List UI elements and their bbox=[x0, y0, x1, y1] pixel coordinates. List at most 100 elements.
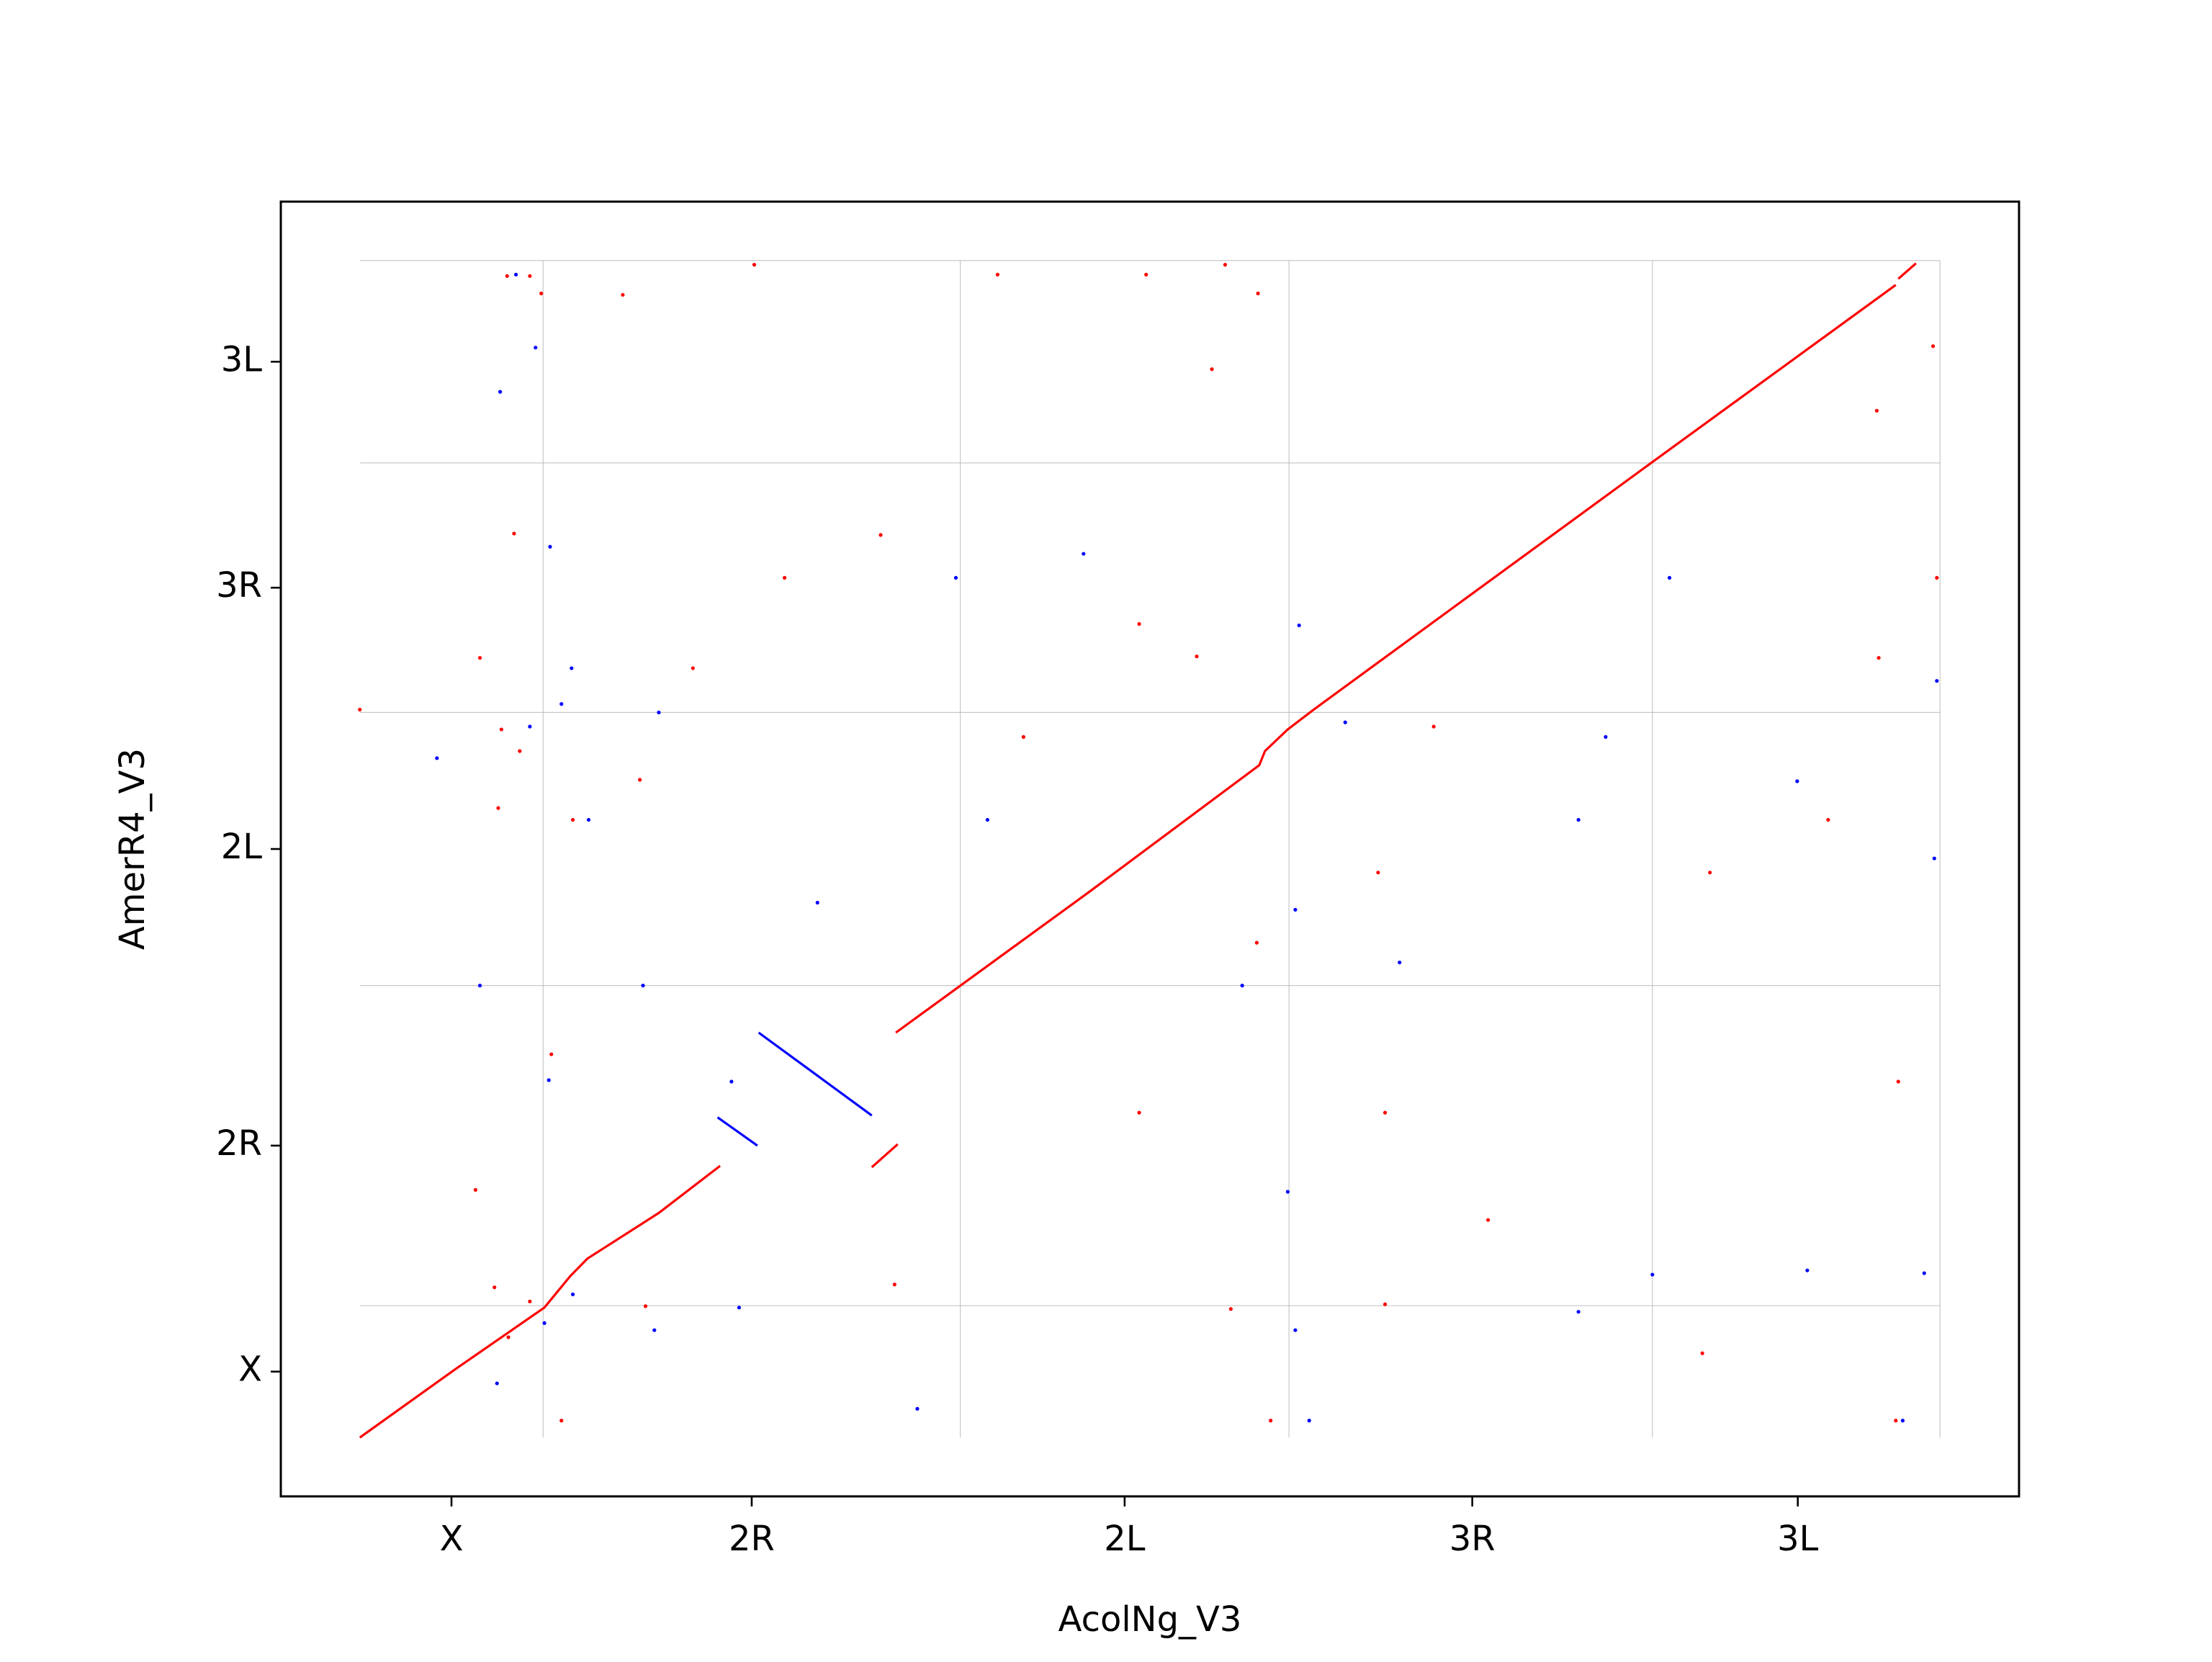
alignment-dot bbox=[1876, 655, 1881, 660]
alignment-dot bbox=[528, 724, 532, 729]
alignment-dot bbox=[1082, 552, 1086, 556]
alignment-dot bbox=[539, 291, 544, 296]
alignment-dot bbox=[1931, 344, 1936, 349]
alignment-dot bbox=[1269, 1419, 1273, 1423]
alignment-dot bbox=[1805, 1268, 1809, 1272]
alignment-dot bbox=[1896, 1079, 1900, 1084]
alignment-dot bbox=[652, 1328, 657, 1332]
alignment-dot bbox=[1935, 678, 1939, 683]
y-axis-label: AmerR4_V3 bbox=[112, 748, 153, 950]
alignment-dot bbox=[737, 1306, 742, 1310]
alignment-dot bbox=[559, 1419, 564, 1423]
alignment-dot bbox=[499, 727, 503, 732]
alignment-dot bbox=[1195, 654, 1199, 659]
alignment-dot bbox=[1604, 735, 1608, 739]
alignment-dot bbox=[493, 1285, 497, 1290]
alignment-dot bbox=[729, 1079, 734, 1084]
alignment-dot bbox=[1382, 1110, 1388, 1115]
alignment-dot bbox=[1210, 367, 1214, 372]
alignment-dot bbox=[1382, 1302, 1388, 1306]
alignment-dot bbox=[1795, 779, 1799, 783]
alignment-dot bbox=[815, 900, 819, 905]
alignment-dot bbox=[570, 817, 575, 822]
x-tick-label: 3L bbox=[1777, 1519, 1819, 1559]
alignment-dot bbox=[1935, 575, 1939, 580]
alignment-dot bbox=[477, 655, 482, 660]
alignment-dot bbox=[547, 1078, 551, 1082]
alignment-dot bbox=[495, 1381, 499, 1385]
alignment-dot bbox=[528, 1299, 532, 1303]
y-tick-label: 3R bbox=[216, 565, 262, 606]
alignment-line bbox=[359, 262, 1917, 1439]
x-axis-label: AcolNg_V3 bbox=[1058, 1599, 1242, 1640]
alignment-dot bbox=[638, 778, 642, 782]
alignment-line bbox=[716, 1031, 873, 1147]
alignment-dot bbox=[548, 544, 552, 549]
alignment-dot bbox=[1343, 720, 1347, 724]
alignment-dot bbox=[641, 984, 645, 988]
alignment-dot bbox=[1376, 871, 1380, 875]
alignment-dot bbox=[1223, 263, 1228, 267]
alignment-dot bbox=[505, 274, 509, 278]
alignment-dot bbox=[528, 274, 532, 278]
alignment-dot bbox=[1256, 291, 1260, 296]
alignment-dot bbox=[496, 806, 500, 810]
y-tick-label: X bbox=[238, 1349, 262, 1390]
alignment-dot bbox=[1137, 621, 1141, 626]
alignment-dot bbox=[1240, 984, 1244, 988]
alignment-dot bbox=[473, 1187, 477, 1192]
alignment-dot bbox=[1307, 1419, 1311, 1423]
alignment-dot bbox=[1667, 575, 1672, 580]
alignment-dot bbox=[915, 1406, 920, 1411]
alignment-dot bbox=[1297, 623, 1301, 628]
alignment-dot bbox=[1137, 1110, 1141, 1115]
alignment-dot bbox=[892, 1283, 896, 1287]
alignment-dot bbox=[534, 346, 538, 350]
alignment-dot bbox=[498, 390, 503, 394]
alignment-dot bbox=[435, 756, 439, 760]
alignment-dot bbox=[1932, 856, 1936, 861]
alignment-dot bbox=[1874, 408, 1879, 413]
x-tick-label: X bbox=[440, 1519, 464, 1559]
x-tick-label: 3R bbox=[1449, 1519, 1496, 1559]
alignment-dot bbox=[691, 666, 695, 670]
alignment-dot bbox=[1576, 1310, 1581, 1314]
alignment-dot bbox=[985, 817, 990, 822]
alignment-dot bbox=[542, 1321, 547, 1325]
alignment-dot bbox=[570, 1292, 575, 1297]
alignment-dot bbox=[570, 666, 574, 670]
x-tick-label: 2L bbox=[1104, 1519, 1146, 1559]
alignment-dot bbox=[512, 531, 516, 536]
alignment-dot bbox=[477, 984, 482, 988]
y-tick-label: 2R bbox=[216, 1123, 262, 1164]
alignment-dot bbox=[549, 1052, 554, 1056]
alignment-dot bbox=[1922, 1271, 1926, 1275]
alignment-dot bbox=[643, 1304, 648, 1308]
alignment-dot bbox=[1486, 1218, 1491, 1222]
alignment-dot bbox=[506, 1335, 511, 1339]
alignment-dot bbox=[1254, 940, 1259, 945]
alignment-dot bbox=[752, 263, 757, 267]
alignment-dot bbox=[1398, 960, 1402, 965]
alignment-dot bbox=[621, 292, 625, 297]
y-tick-label: 2L bbox=[221, 827, 263, 867]
alignment-dot bbox=[878, 533, 883, 537]
alignment-dot bbox=[358, 707, 362, 712]
alignment-dot bbox=[1431, 724, 1436, 729]
alignment-dot bbox=[513, 272, 518, 277]
alignment-dot bbox=[1900, 1419, 1905, 1423]
alignment-dot bbox=[1293, 907, 1298, 912]
alignment-dot bbox=[1021, 735, 1026, 739]
alignment-dot bbox=[1650, 1272, 1655, 1277]
alignment-dot bbox=[1708, 871, 1712, 875]
alignment-dot bbox=[953, 575, 958, 580]
alignment-dot bbox=[657, 710, 661, 714]
alignment-dot bbox=[586, 817, 591, 822]
alignment-dot bbox=[1700, 1351, 1704, 1355]
alignment-dot bbox=[559, 702, 564, 706]
alignment-dot bbox=[518, 749, 522, 753]
y-tick-label: 3L bbox=[221, 339, 263, 379]
